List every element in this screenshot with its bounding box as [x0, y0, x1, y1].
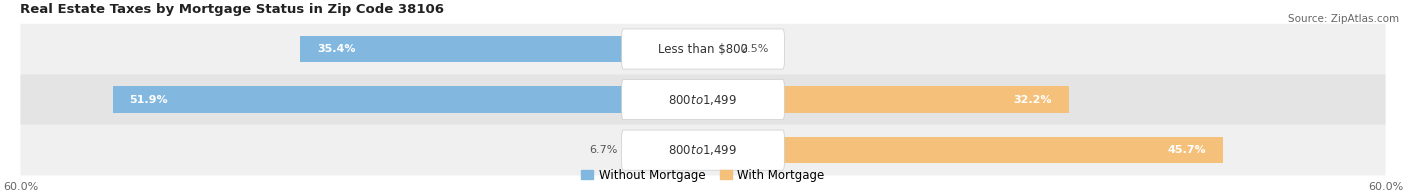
Text: 2.5%: 2.5% — [741, 44, 769, 54]
FancyBboxPatch shape — [21, 74, 1385, 125]
Text: $800 to $1,499: $800 to $1,499 — [668, 143, 738, 157]
Legend: Without Mortgage, With Mortgage: Without Mortgage, With Mortgage — [581, 168, 825, 182]
Bar — [703, 137, 1223, 163]
Bar — [112, 86, 703, 113]
Text: 45.7%: 45.7% — [1167, 145, 1206, 155]
Text: $800 to $1,499: $800 to $1,499 — [668, 93, 738, 107]
Text: Real Estate Taxes by Mortgage Status in Zip Code 38106: Real Estate Taxes by Mortgage Status in … — [21, 3, 444, 16]
FancyBboxPatch shape — [621, 130, 785, 170]
Text: 51.9%: 51.9% — [129, 95, 169, 105]
Text: 32.2%: 32.2% — [1014, 95, 1052, 105]
Bar — [703, 36, 731, 62]
FancyBboxPatch shape — [621, 29, 785, 69]
Bar — [703, 86, 1070, 113]
Text: Source: ZipAtlas.com: Source: ZipAtlas.com — [1288, 14, 1399, 24]
FancyBboxPatch shape — [621, 80, 785, 120]
Bar — [301, 36, 703, 62]
FancyBboxPatch shape — [21, 125, 1385, 175]
FancyBboxPatch shape — [21, 24, 1385, 74]
Text: 6.7%: 6.7% — [589, 145, 617, 155]
Bar — [627, 137, 703, 163]
Text: Less than $800: Less than $800 — [658, 43, 748, 56]
Text: 35.4%: 35.4% — [318, 44, 356, 54]
